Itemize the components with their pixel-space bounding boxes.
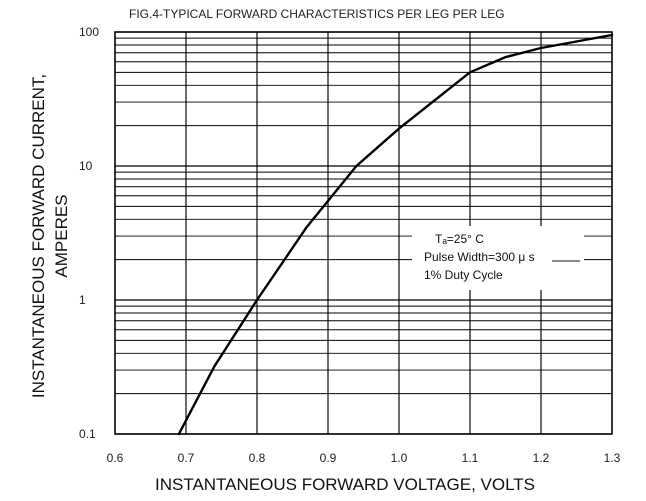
test-condition-annotation: Tₐ=25° C Pulse Width=300 μ s 1% Duty Cyc… bbox=[412, 226, 584, 290]
y-axis-label-line-2: AMPERES bbox=[52, 194, 71, 277]
x-tick-label: 1.1 bbox=[462, 451, 479, 465]
annotation-background bbox=[412, 226, 584, 290]
x-tick-label: 0.6 bbox=[107, 451, 124, 465]
x-tick-label: 0.9 bbox=[320, 451, 337, 465]
x-tick-label: 0.7 bbox=[178, 451, 195, 465]
y-tick-label: 1 bbox=[79, 293, 86, 307]
x-tick-labels: 0.6 0.7 0.8 0.9 1.0 1.1 1.2 1.3 bbox=[107, 451, 621, 465]
y-axis-label-line-1: INSTANTANEOUS FORWARD CURRENT, bbox=[29, 74, 48, 398]
x-tick-label: 1.0 bbox=[391, 451, 408, 465]
y-tick-label: 10 bbox=[79, 159, 93, 173]
chart-grid bbox=[114, 31, 613, 435]
y-tick-label: 100 bbox=[79, 25, 99, 39]
annotation-line-3: 1% Duty Cycle bbox=[424, 268, 503, 282]
x-tick-label: 1.2 bbox=[533, 451, 550, 465]
y-tick-label: 0.1 bbox=[79, 427, 96, 441]
plot-border bbox=[114, 31, 613, 435]
forward-characteristic-curve bbox=[177, 33, 614, 436]
x-axis-label: INSTANTANEOUS FORWARD VOLTAGE, VOLTS bbox=[155, 475, 535, 494]
plot-frame bbox=[114, 31, 613, 435]
series-layer bbox=[177, 33, 614, 436]
annotation-line-1: Tₐ=25° C bbox=[435, 232, 484, 246]
chart-title: FIG.4-TYPICAL FORWARD CHARACTERISTICS PE… bbox=[129, 7, 505, 21]
annotation-line-2: Pulse Width=300 μ s bbox=[424, 250, 535, 264]
y-tick-labels: 0.1 1 10 100 bbox=[79, 25, 99, 441]
x-tick-label: 1.3 bbox=[604, 451, 621, 465]
x-tick-label: 0.8 bbox=[249, 451, 266, 465]
